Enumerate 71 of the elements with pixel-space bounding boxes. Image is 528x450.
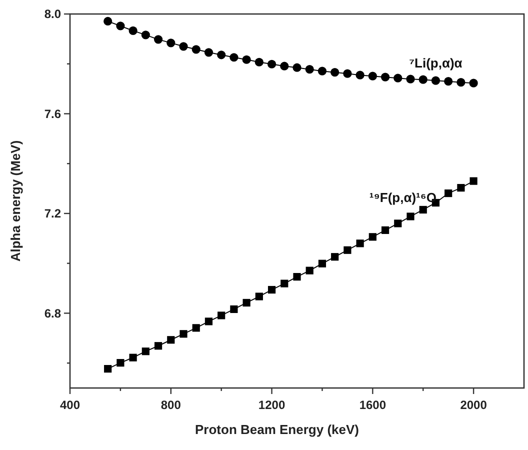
point [457, 184, 465, 192]
point [255, 292, 263, 300]
point [116, 22, 125, 30]
text: 8.0 [44, 7, 61, 22]
point [431, 76, 440, 85]
point [318, 260, 326, 268]
point [204, 318, 213, 326]
point [267, 60, 276, 68]
point [292, 63, 302, 72]
y-axis-title: Alpha energy (MeV) [8, 140, 23, 262]
point [293, 272, 301, 281]
point [192, 45, 200, 54]
point [406, 212, 414, 220]
point [470, 177, 478, 185]
point [356, 240, 364, 248]
point [104, 365, 112, 373]
point [242, 298, 250, 307]
point [116, 359, 124, 367]
x-axis-title: Proton Beam Energy (keV) [195, 422, 359, 437]
point [154, 342, 162, 350]
point [154, 35, 163, 44]
point [330, 68, 340, 77]
point [318, 66, 327, 76]
point [128, 26, 138, 36]
point [368, 233, 376, 241]
point [268, 286, 276, 294]
x-tick-label: 400 [60, 398, 80, 412]
point [141, 30, 150, 40]
point [331, 253, 339, 261]
point [344, 246, 352, 254]
point [167, 336, 175, 344]
point [218, 312, 226, 320]
point [192, 324, 200, 332]
point [230, 53, 238, 62]
point [343, 69, 352, 78]
y-tick-label: 6.8 [44, 306, 62, 320]
point [305, 65, 314, 74]
point [418, 75, 428, 84]
point [306, 266, 314, 274]
point [242, 55, 251, 64]
point [179, 42, 188, 51]
point [166, 38, 176, 48]
x-tick-label: 1200 [258, 398, 286, 412]
point [230, 305, 238, 314]
point [444, 189, 452, 198]
point [444, 77, 453, 86]
point [469, 78, 478, 88]
x-tick-label: 1600 [359, 398, 386, 412]
x-tick-label: 2000 [460, 398, 488, 412]
point [368, 72, 377, 80]
point [394, 74, 402, 82]
point [356, 70, 364, 80]
point [419, 206, 427, 214]
point [394, 220, 402, 228]
point [180, 330, 188, 338]
point [380, 72, 390, 82]
point [104, 16, 112, 26]
point [129, 354, 137, 362]
point [456, 78, 466, 87]
point [204, 48, 214, 57]
point [254, 58, 264, 66]
point [406, 74, 415, 84]
point [142, 348, 150, 356]
point [280, 62, 289, 70]
y-tick-label: 7.6 [44, 106, 62, 121]
y-tick-label: 7.2 [44, 206, 62, 221]
point [381, 226, 390, 234]
point [280, 280, 288, 288]
point [217, 50, 226, 60]
annotation: ⁷Li(p,α)α [409, 55, 462, 70]
x-tick-label: 800 [160, 398, 182, 412]
